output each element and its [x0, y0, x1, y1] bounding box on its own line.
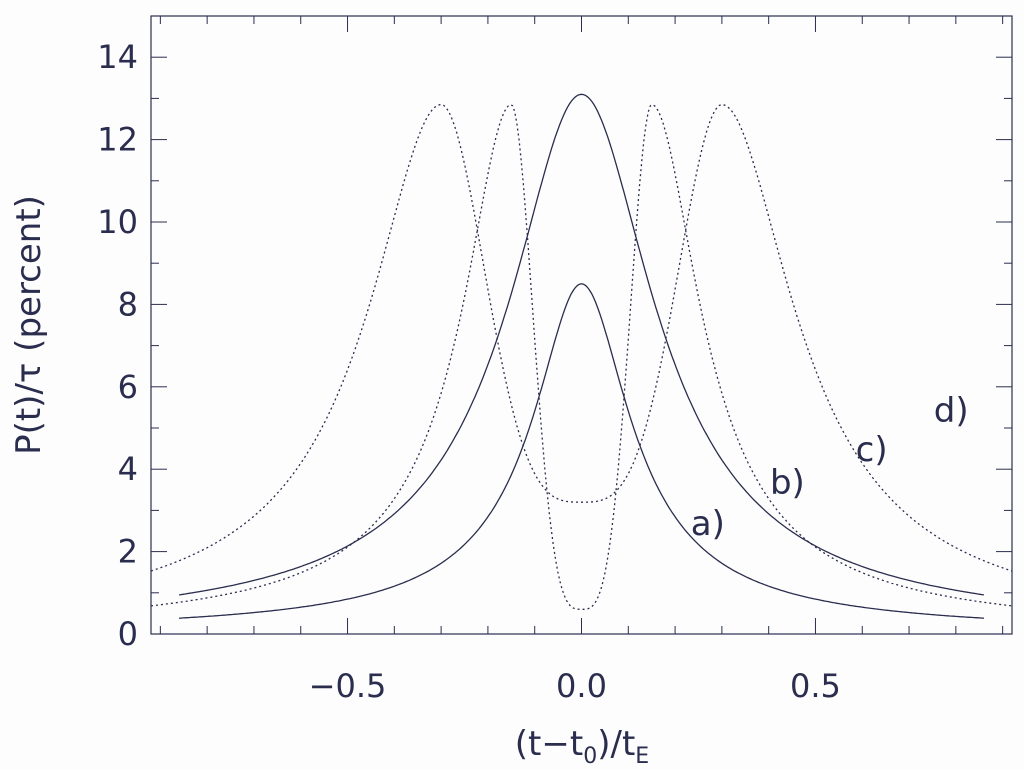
curves: [150, 93, 1013, 619]
x-tick-label-2: 0.5: [790, 667, 841, 705]
y-tick-label-1: 2: [118, 533, 138, 571]
curve-label-c: c): [856, 430, 888, 470]
y-tick-label-6: 12: [97, 121, 138, 159]
plot-frame: [150, 15, 1013, 635]
curve-dotted-2: [150, 103, 1013, 610]
curve-label-a: a): [691, 504, 725, 544]
y-tick-label-5: 10: [97, 203, 138, 241]
y-axis-title: P(t)/τ (percent): [9, 195, 49, 455]
y-tick-label-2: 4: [118, 450, 138, 488]
y-tick-label-7: 14: [97, 38, 138, 76]
x-tick-label-1: 0.0: [556, 667, 607, 705]
x-ticks: −0.5 0.0 0.5: [159, 16, 1004, 705]
curve-solid-1: [179, 93, 984, 596]
curve-dotted-3: [150, 103, 1013, 572]
y-tick-label-4: 8: [118, 285, 138, 323]
y-ticks: 0 2 4 6 8 10 12 14: [97, 38, 1012, 653]
curve-label-d: d): [934, 391, 969, 431]
y-tick-label-0: 0: [118, 615, 138, 653]
curve-label-b: b): [770, 463, 805, 503]
x-tick-label-0: −0.5: [309, 667, 387, 705]
curve-solid-0: [179, 283, 984, 619]
y-tick-label-3: 6: [118, 368, 138, 406]
x-axis-title: (t−t0)/tE: [515, 724, 649, 769]
curve-labels: a) b) c) d): [691, 391, 969, 544]
